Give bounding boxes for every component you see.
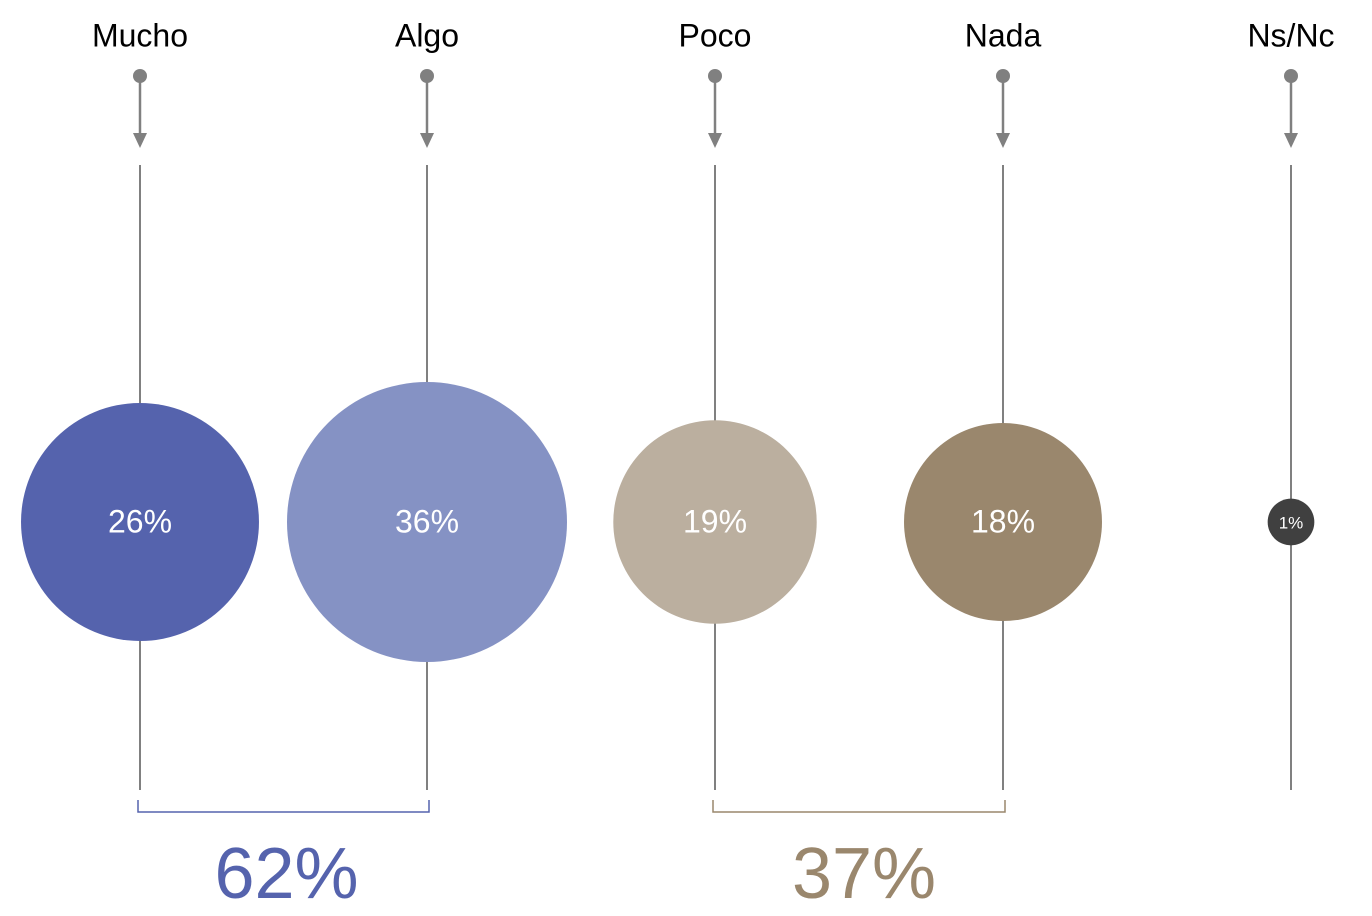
value-label-nada: 18% <box>971 503 1035 539</box>
pointer-arrow-ns-nc <box>1284 133 1298 148</box>
group-bracket-1 <box>137 800 430 813</box>
category-label-algo: Algo <box>395 17 459 53</box>
bubble-mucho <box>21 403 259 641</box>
category-label-ns-nc: Ns/Nc <box>1247 17 1334 53</box>
value-label-mucho: 26% <box>108 503 172 539</box>
group-bracket-2 <box>712 800 1006 813</box>
pointer-arrow-algo <box>420 133 434 148</box>
category-label-poco: Poco <box>679 17 752 53</box>
value-label-poco: 19% <box>683 503 747 539</box>
bubble-nada <box>904 423 1102 621</box>
value-label-algo: 36% <box>395 503 459 539</box>
bubble-poco <box>613 420 817 624</box>
pointer-arrow-nada <box>996 133 1010 148</box>
group-total-2: 37% <box>792 834 936 914</box>
category-label-nada: Nada <box>965 17 1042 53</box>
value-label-ns-nc: 1% <box>1279 513 1304 532</box>
category-label-mucho: Mucho <box>92 17 188 53</box>
pointer-arrow-poco <box>708 133 722 148</box>
group-brackets: 62% 37% <box>137 800 1006 914</box>
category-labels: Mucho Algo Poco Nada Ns/Nc <box>92 17 1335 53</box>
bubble-ns-nc <box>1267 498 1315 546</box>
bubbles: 26% 36% 19% 18% 1% <box>21 382 1315 662</box>
group-total-1: 62% <box>214 834 358 914</box>
bubble-algo <box>287 382 567 662</box>
pointer-arrow-mucho <box>133 133 147 148</box>
